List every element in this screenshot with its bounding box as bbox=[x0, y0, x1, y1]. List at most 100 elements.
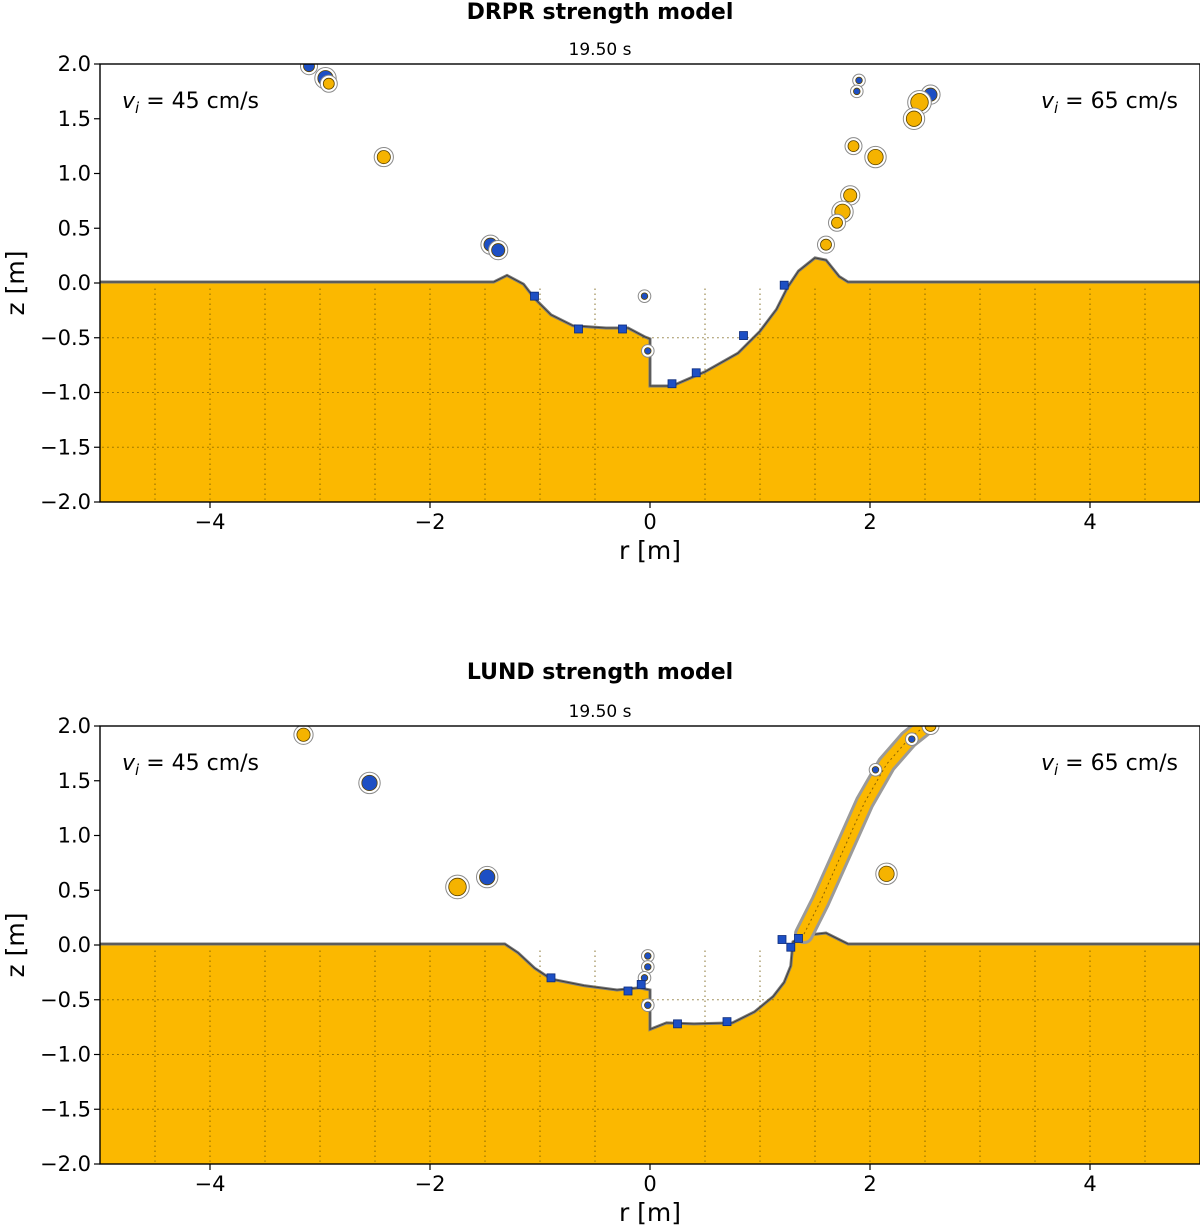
y-axis-label: z [m] bbox=[1, 913, 30, 978]
surface-blue-spot bbox=[779, 280, 789, 290]
surface-blue-spot bbox=[530, 291, 539, 301]
annotation-symbol: v bbox=[1041, 751, 1055, 776]
y-tick-label: −0.5 bbox=[40, 988, 91, 1012]
ejecta-fragment bbox=[843, 188, 858, 203]
tracer-grid bbox=[102, 288, 1198, 500]
surface-blue-spot bbox=[794, 934, 803, 943]
surface-blue-spot bbox=[739, 331, 748, 340]
x-tick-label: −4 bbox=[195, 510, 226, 534]
ejecta-fragment bbox=[867, 148, 884, 166]
ejecta-fragment bbox=[847, 140, 860, 153]
ejecta-fragment bbox=[878, 865, 895, 882]
x-tick-label: 4 bbox=[1083, 510, 1096, 534]
chart-subtitle-time: 19.50 s bbox=[568, 40, 632, 60]
x-tick-label: 0 bbox=[643, 510, 656, 534]
y-tick-label: −2.0 bbox=[40, 1152, 91, 1176]
y-tick-label: 2.0 bbox=[58, 714, 91, 738]
ejecta-fragment bbox=[855, 76, 863, 85]
y-tick-label: 2.0 bbox=[58, 52, 91, 76]
surface-blue-spot bbox=[618, 324, 627, 334]
annotation-subscript: i bbox=[135, 761, 140, 779]
chart-panel-drpr: DRPR strength model 19.50 s −4 −2 0 2 4 2.0 1.… bbox=[0, 0, 1200, 580]
y-tick-label: −2.0 bbox=[40, 490, 91, 514]
velocity-annotation-right: vi = 65 cm/s bbox=[1041, 751, 1178, 779]
ejecta-fragment bbox=[924, 726, 937, 732]
surface-blue-spot bbox=[636, 980, 646, 989]
ejecta-fragment bbox=[871, 766, 880, 774]
chart-panel-lund: LUND strength model 19.50 s −4 −2 0 2 4 2.0 1.… bbox=[0, 660, 1200, 1227]
y-tick-label: 1.5 bbox=[58, 769, 91, 793]
chart-title: DRPR strength model bbox=[466, 0, 734, 25]
y-tick-label: −1.0 bbox=[40, 1043, 91, 1067]
surface-blue-spot bbox=[574, 324, 583, 334]
ejecta-fragment bbox=[640, 292, 649, 300]
x-tick-label: 0 bbox=[643, 1172, 656, 1196]
chart-drpr-svg: −4 −2 0 2 4 2.0 1.5 1.0 0.5 0.0 −0.5 −1.0 −1.5 −2.0 r … bbox=[1, 52, 1200, 565]
y-tick-label: 1.5 bbox=[58, 107, 91, 131]
x-tick-label: −2 bbox=[415, 510, 446, 534]
ejecta-fragment bbox=[820, 238, 832, 251]
ejecta-fragment bbox=[296, 727, 311, 742]
ejecta-curtain-texture bbox=[803, 726, 926, 935]
annotation-value: = 65 cm/s bbox=[1058, 751, 1178, 776]
ejecta-fragment bbox=[448, 877, 467, 897]
chart-title: LUND strength model bbox=[466, 660, 734, 685]
annotation-subscript: i bbox=[1054, 761, 1059, 779]
ejecta-fragment bbox=[491, 243, 506, 258]
y-tick-label: 0.0 bbox=[58, 271, 91, 295]
ejecta-fragment bbox=[644, 952, 652, 960]
ejecta-fragment bbox=[479, 869, 496, 886]
y-tick-label: −0.5 bbox=[40, 326, 91, 350]
surface-blue-spot bbox=[691, 368, 701, 378]
y-tick-label: 1.0 bbox=[58, 162, 91, 186]
velocity-annotation-left: vi = 45 cm/s bbox=[122, 751, 259, 779]
chart-lund-svg: −4 −2 0 2 4 2.0 1.5 1.0 0.5 0.0 −0.5 −1.0 −1.5 −2.0 r … bbox=[1, 714, 1200, 1227]
annotation-symbol: v bbox=[122, 751, 136, 776]
ejecta-fragment bbox=[831, 216, 843, 229]
y-axis-label: z [m] bbox=[1, 251, 30, 316]
y-tick-label: 0.5 bbox=[58, 216, 91, 240]
annotation-value: = 65 cm/s bbox=[1058, 89, 1178, 114]
y-tick-label: 0.5 bbox=[58, 878, 91, 902]
surface-blue-spot bbox=[777, 935, 787, 944]
velocity-annotation-left: vi = 45 cm/s bbox=[122, 89, 259, 117]
x-tick-label: −2 bbox=[415, 1172, 446, 1196]
surface-blue-spot bbox=[623, 986, 633, 996]
plot-area bbox=[100, 64, 1200, 502]
ejecta-fragment bbox=[644, 1001, 652, 1009]
annotation-subscript: i bbox=[135, 99, 140, 117]
annotation-symbol: v bbox=[1041, 89, 1055, 114]
x-tick-label: 4 bbox=[1083, 1172, 1096, 1196]
annotation-value: = 45 cm/s bbox=[139, 751, 259, 776]
ejecta-fragment bbox=[908, 735, 916, 743]
ejecta-fragment bbox=[361, 774, 378, 792]
annotation-value: = 45 cm/s bbox=[139, 89, 259, 114]
ejecta-fragment bbox=[376, 150, 391, 165]
y-tick-label: −1.5 bbox=[40, 1097, 91, 1121]
ejecta-fragment bbox=[853, 87, 861, 96]
ejecta-fragment bbox=[303, 64, 315, 73]
surface-blue-spot bbox=[667, 379, 677, 389]
surface-blue-spot bbox=[786, 942, 796, 952]
surface-blue-spot bbox=[546, 973, 556, 983]
x-axis-label: r [m] bbox=[619, 536, 681, 565]
tracer-grid bbox=[102, 950, 1198, 1162]
ejecta-fragment bbox=[644, 347, 652, 355]
ejecta-curtain bbox=[797, 726, 932, 942]
y-tick-label: −1.0 bbox=[40, 381, 91, 405]
ejecta-fragment bbox=[905, 110, 923, 127]
x-tick-label: 2 bbox=[863, 510, 876, 534]
ejecta-fragment bbox=[644, 963, 652, 971]
x-tick-label: 2 bbox=[863, 1172, 876, 1196]
x-axis-label: r [m] bbox=[619, 1198, 681, 1227]
surface-blue-spot bbox=[673, 1019, 682, 1029]
annotation-subscript: i bbox=[1054, 99, 1059, 117]
chart-subtitle-time: 19.50 s bbox=[568, 702, 632, 722]
annotation-symbol: v bbox=[122, 89, 136, 114]
surface-blue-spot bbox=[722, 1017, 732, 1027]
y-tick-label: 0.0 bbox=[58, 933, 91, 957]
plot-area bbox=[100, 726, 1200, 1164]
x-tick-label: −4 bbox=[195, 1172, 226, 1196]
y-tick-label: 1.0 bbox=[58, 824, 91, 848]
ejecta-fragment bbox=[322, 77, 335, 90]
